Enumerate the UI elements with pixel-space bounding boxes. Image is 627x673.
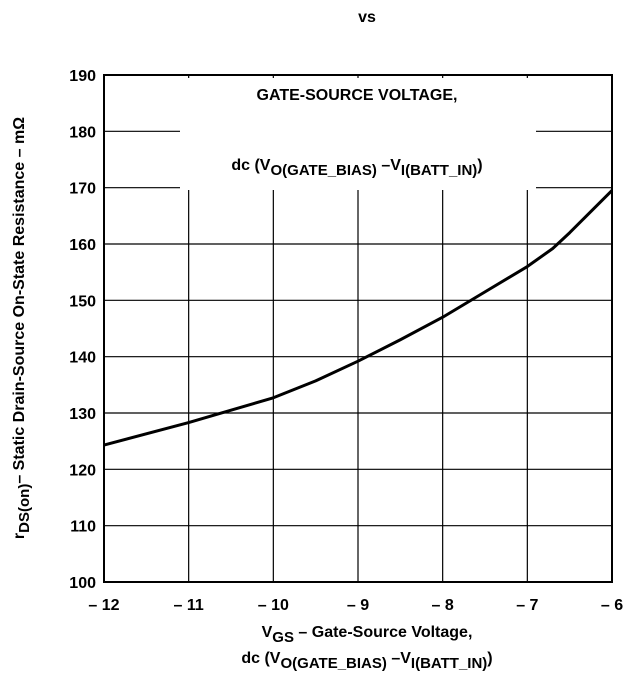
y-tick-label: 110 xyxy=(70,519,96,536)
subscript: GS xyxy=(272,629,294,646)
text-part: ) xyxy=(477,157,482,174)
text-part: dc (V xyxy=(231,157,270,174)
text-part: –V xyxy=(377,157,401,174)
plot-frame xyxy=(103,74,613,583)
text-part: dc (V xyxy=(241,650,280,667)
text-part: V xyxy=(262,624,273,641)
subscript: I(BATT_IN) xyxy=(411,655,487,672)
y-tick-label: 140 xyxy=(69,350,96,367)
y-tick-label: 170 xyxy=(69,181,96,198)
subscript: O(GATE_BIAS) xyxy=(280,655,386,672)
x-tick-label: – 12 xyxy=(88,597,119,614)
y-tick-label: 160 xyxy=(69,237,96,254)
x-tick-label: – 11 xyxy=(174,597,204,614)
text-part: GATE-SOURCE VOLTAGE, xyxy=(257,87,458,104)
x-tick-label: – 7 xyxy=(516,597,538,614)
chart-title: vs xyxy=(358,9,376,26)
text-part: –V xyxy=(387,650,411,667)
x-tick-label: – 8 xyxy=(432,597,454,614)
annotation: dc (VO(GATE_BIAS) –VI(BATT_IN)) xyxy=(231,157,482,179)
x-tick-label: – 6 xyxy=(601,597,623,614)
y-tick-label: 100 xyxy=(69,575,96,592)
annotation-box xyxy=(180,78,536,190)
subscript: O(GATE_BIAS) xyxy=(270,162,376,179)
text-part: – Static Drain-Source On-State Resistanc… xyxy=(11,117,28,484)
text-part: r xyxy=(11,533,28,539)
x-tick-label: – 10 xyxy=(258,597,289,614)
y-tick-label: 150 xyxy=(69,293,96,310)
x-tick-label: – 9 xyxy=(347,597,369,614)
y-tick-label: 130 xyxy=(69,406,96,423)
y-tick-label: 120 xyxy=(69,462,96,479)
x-axis-label: dc (VO(GATE_BIAS) –VI(BATT_IN)) xyxy=(241,650,492,672)
subscript: DS(on) xyxy=(16,484,33,533)
y-tick-label: 180 xyxy=(69,124,96,141)
text-part: ) xyxy=(487,650,492,667)
data-line xyxy=(103,189,614,447)
text-part: – Gate-Source Voltage, xyxy=(294,624,472,641)
y-tick-label: 190 xyxy=(69,68,96,85)
subscript: I(BATT_IN) xyxy=(401,162,477,179)
x-axis-label: VGS – Gate-Source Voltage, xyxy=(262,624,473,646)
y-axis-label: rDS(on)– Static Drain-Source On-State Re… xyxy=(11,117,33,539)
annotation: GATE-SOURCE VOLTAGE, xyxy=(257,87,458,104)
